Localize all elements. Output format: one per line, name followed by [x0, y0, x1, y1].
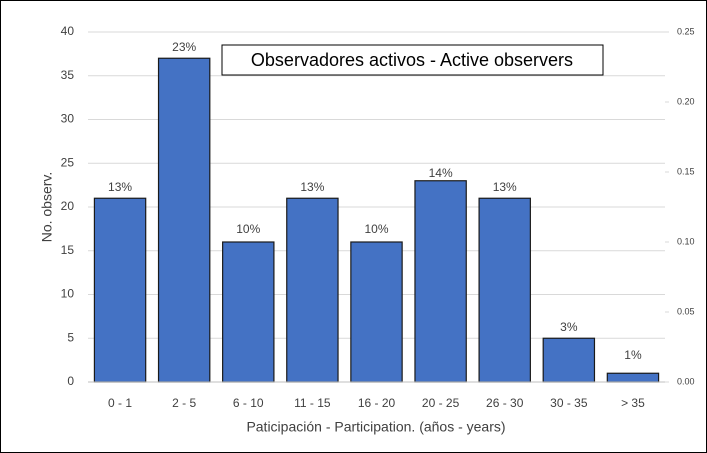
x-tick-label: 26 - 30 [486, 396, 524, 410]
title-box [221, 44, 604, 76]
bar [606, 372, 660, 383]
y-tick-label: 40 [61, 24, 75, 38]
y-tick-label: 35 [61, 68, 75, 82]
y-tick-label: 25 [61, 155, 75, 169]
y-tick-label: 30 [61, 112, 75, 126]
y2-tick-label: 0.25 [677, 26, 695, 36]
bar [478, 197, 531, 383]
data-label: 10% [236, 222, 260, 236]
data-label: 23% [172, 40, 196, 54]
data-label: 13% [108, 180, 132, 194]
y2-tick-label: 0.00 [677, 376, 695, 386]
x-tick-label: > 35 [621, 396, 645, 410]
y-tick-label: 0 [67, 374, 74, 388]
y-tick-label: 15 [61, 243, 75, 257]
bar [286, 197, 339, 383]
bar [350, 241, 403, 383]
y2-tick-label: 0.05 [677, 306, 695, 316]
x-tick-label: 20 - 25 [422, 396, 460, 410]
y2-tick-label: 0.15 [677, 166, 695, 176]
data-label: 3% [560, 320, 578, 334]
data-label: 13% [493, 180, 517, 194]
data-label: 10% [364, 222, 388, 236]
y-tick-label: 5 [67, 330, 74, 344]
data-label: 1% [624, 348, 642, 362]
bar [157, 57, 211, 383]
y-axis-label: No. observ. [39, 172, 55, 243]
y2-tick-label: 0.10 [677, 236, 695, 246]
y-tick-label: 10 [61, 287, 75, 301]
data-label: 13% [300, 180, 324, 194]
bar [222, 241, 275, 383]
x-tick-label: 11 - 15 [294, 396, 331, 410]
x-tick-label: 30 - 35 [550, 396, 588, 410]
y2-tick-label: 0.20 [677, 96, 695, 106]
chart-title: Observadores activos - Active observers [251, 50, 573, 70]
bar [414, 180, 467, 383]
x-tick-label: 16 - 20 [358, 396, 396, 410]
x-tick-label: 2 - 5 [172, 396, 196, 410]
bar [542, 337, 596, 383]
bar [93, 197, 147, 383]
data-label: 14% [429, 166, 453, 180]
x-tick-label: 6 - 10 [233, 396, 264, 410]
x-tick-label: 0 - 1 [108, 396, 132, 410]
x-axis-label: Paticipación - Participation. (años - ye… [246, 419, 505, 435]
y-tick-label: 20 [61, 199, 75, 213]
